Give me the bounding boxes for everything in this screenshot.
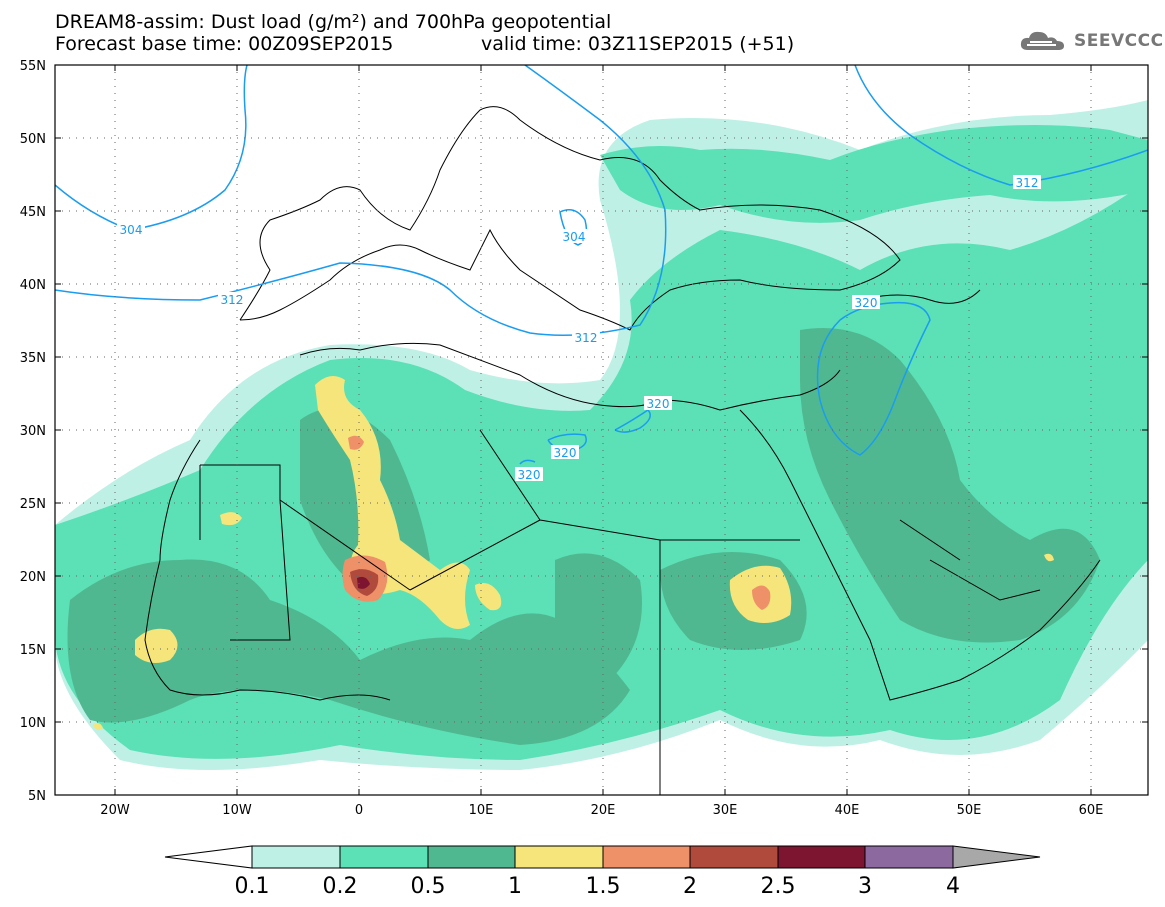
colorbar-label: 0.2 [323, 874, 358, 899]
cloud-icon [1020, 31, 1064, 50]
valid-time: valid time: 03Z11SEP2015 (+51) [481, 33, 795, 55]
graticule [55, 65, 1148, 795]
lon-label: 20W [100, 803, 130, 818]
colorbar-swatch [427, 845, 516, 869]
colorbar-swatch [689, 845, 779, 869]
lat-label: 15N [20, 643, 46, 658]
lat-label: 45N [20, 205, 46, 220]
lat-label: 5N [28, 789, 46, 804]
lon-label: 10E [469, 803, 494, 818]
map-title: DREAM8-assim: Dust load (g/m²) and 700hP… [55, 11, 612, 33]
lat-label: 35N [20, 351, 46, 366]
contour-label: 312 [221, 293, 244, 307]
lon-label: 20E [591, 803, 616, 818]
lat-label: 50N [20, 132, 46, 147]
colorbar-label: 4 [946, 874, 960, 899]
lat-label: 30N [20, 424, 46, 439]
contour-label: 320 [554, 446, 577, 460]
lat-label: 40N [20, 278, 46, 293]
contour-label: 312 [1016, 176, 1039, 190]
lon-label: 50E [957, 803, 982, 818]
lon-label: 40E [835, 803, 860, 818]
colorbar-swatch [777, 845, 866, 869]
dust-shading [55, 100, 1148, 770]
contour-label: 320 [647, 397, 670, 411]
latitude-labels: 55N 50N 45N 40N 35N 30N 25N 20N 15N 10N … [20, 59, 46, 804]
colorbar-swatch [514, 845, 604, 869]
contour-label: 312 [575, 331, 598, 345]
colorbar-label: 1.5 [586, 874, 621, 899]
lat-label: 55N [20, 59, 46, 74]
colorbar-swatch [864, 845, 954, 869]
colorbar-labels: 0.1 0.2 0.5 1 1.5 2 2.5 3 4 [235, 874, 961, 899]
colorbar [164, 845, 1041, 869]
base-time: Forecast base time: 00Z09SEP2015 [55, 33, 394, 55]
colorbar-label: 3 [858, 874, 872, 899]
lat-label: 25N [20, 497, 46, 512]
seevccc-logo: SEEVCCC [1018, 28, 1164, 54]
axis-ticks [55, 64, 1148, 796]
colorbar-label: 0.1 [235, 874, 270, 899]
logo-text: SEEVCCC [1074, 31, 1164, 51]
lat-label: 10N [20, 716, 46, 731]
colorbar-label: 0.5 [411, 874, 446, 899]
time-info: Forecast base time: 00Z09SEP2015 valid ti… [55, 33, 794, 55]
colorbar-label: 1 [508, 874, 522, 899]
lon-label: 10W [222, 803, 252, 818]
colorbar-swatch [251, 845, 341, 869]
colorbar-swatch [339, 845, 429, 869]
contour-label: 320 [518, 468, 541, 482]
contour-label: 320 [855, 296, 878, 310]
colorbar-swatch [602, 845, 691, 869]
colorbar-low-arrow [164, 845, 253, 869]
colorbar-label: 2.5 [761, 874, 796, 899]
lon-label: 0 [355, 803, 363, 818]
colorbar-high-arrow [952, 845, 1041, 869]
contour-labels: 304 304 312 312 312 320 320 320 320 [117, 175, 1041, 482]
coastlines [144, 106, 1101, 795]
longitude-labels: 20W 10W 0 10E 20E 30E 40E 50E 60E [100, 803, 1103, 818]
lon-label: 60E [1079, 803, 1104, 818]
contour-label: 304 [563, 230, 586, 244]
lon-label: 30E [713, 803, 738, 818]
colorbar-label: 2 [683, 874, 697, 899]
contour-label: 304 [120, 223, 143, 237]
lat-label: 20N [20, 570, 46, 585]
